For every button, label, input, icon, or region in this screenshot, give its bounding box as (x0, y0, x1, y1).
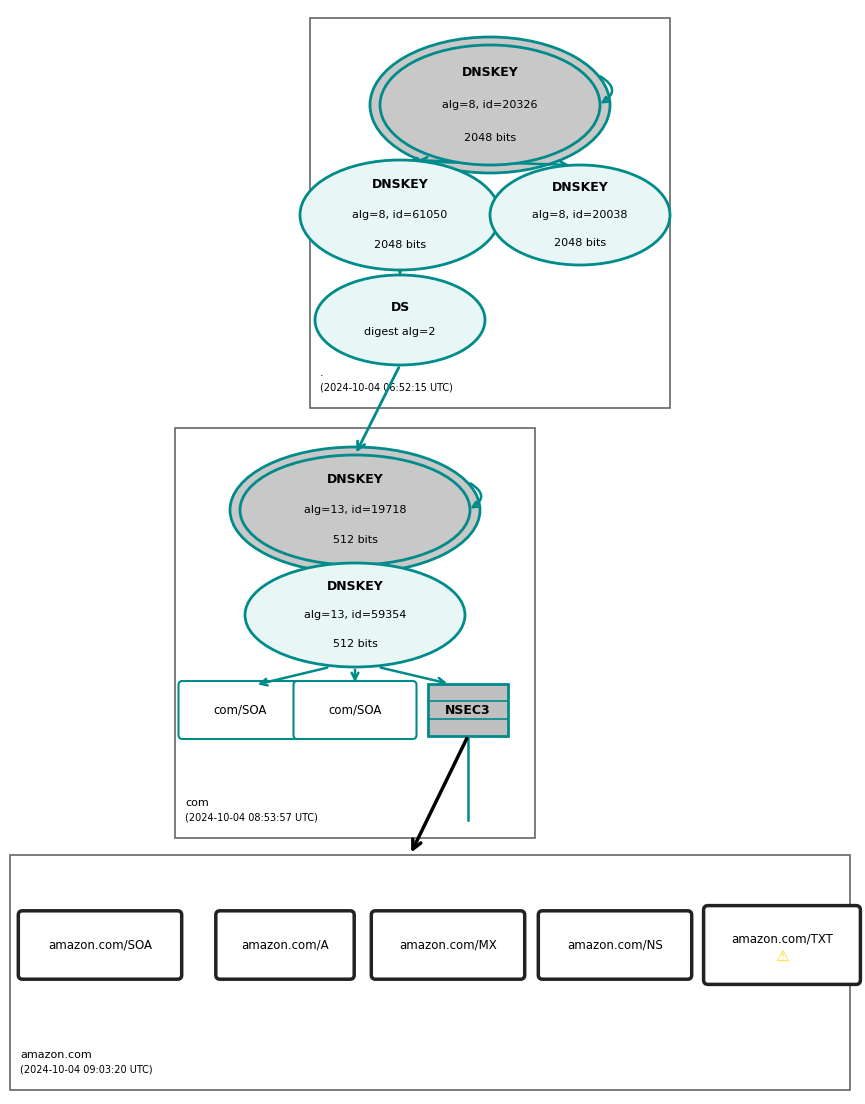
FancyBboxPatch shape (215, 911, 354, 979)
Ellipse shape (370, 38, 610, 173)
Text: com/SOA: com/SOA (329, 703, 381, 716)
Text: ⚠: ⚠ (775, 948, 789, 964)
Text: alg=8, id=61050: alg=8, id=61050 (352, 210, 447, 220)
Text: 2048 bits: 2048 bits (554, 237, 606, 247)
FancyBboxPatch shape (371, 911, 525, 979)
Text: (2024-10-04 09:03:20 UTC): (2024-10-04 09:03:20 UTC) (20, 1064, 152, 1074)
Text: amazon.com/SOA: amazon.com/SOA (48, 938, 152, 952)
Text: amazon.com/NS: amazon.com/NS (567, 938, 663, 952)
Text: amazon.com/MX: amazon.com/MX (399, 938, 497, 952)
Text: com/SOA: com/SOA (214, 703, 266, 716)
Text: com: com (185, 798, 208, 808)
Text: alg=8, id=20326: alg=8, id=20326 (442, 100, 538, 110)
FancyBboxPatch shape (703, 905, 861, 985)
FancyBboxPatch shape (175, 428, 535, 838)
Text: DNSKEY: DNSKEY (372, 178, 428, 191)
Text: 2048 bits: 2048 bits (374, 241, 426, 251)
Ellipse shape (230, 447, 480, 573)
Ellipse shape (315, 275, 485, 365)
Text: NSEC3: NSEC3 (445, 703, 490, 716)
Text: amazon.com: amazon.com (20, 1050, 92, 1060)
FancyBboxPatch shape (178, 681, 302, 739)
Text: amazon.com/TXT: amazon.com/TXT (731, 933, 833, 945)
Text: amazon.com/A: amazon.com/A (241, 938, 329, 952)
Text: 2048 bits: 2048 bits (464, 132, 516, 144)
Ellipse shape (240, 455, 470, 565)
Text: DNSKEY: DNSKEY (462, 65, 518, 78)
FancyBboxPatch shape (293, 681, 417, 739)
FancyBboxPatch shape (10, 854, 850, 1090)
Text: 512 bits: 512 bits (332, 535, 377, 545)
Text: (2024-10-04 08:53:57 UTC): (2024-10-04 08:53:57 UTC) (185, 813, 317, 822)
FancyBboxPatch shape (538, 911, 692, 979)
FancyBboxPatch shape (310, 18, 670, 408)
Text: DNSKEY: DNSKEY (327, 580, 383, 593)
Text: .: . (320, 368, 324, 378)
Text: DNSKEY: DNSKEY (552, 181, 608, 194)
Text: alg=13, id=19718: alg=13, id=19718 (304, 505, 407, 514)
Text: DS: DS (390, 301, 410, 315)
Text: alg=8, id=20038: alg=8, id=20038 (532, 210, 628, 220)
Ellipse shape (380, 45, 600, 164)
Text: digest alg=2: digest alg=2 (364, 328, 436, 338)
Ellipse shape (245, 563, 465, 667)
Ellipse shape (490, 164, 670, 265)
Text: (2024-10-04 06:52:15 UTC): (2024-10-04 06:52:15 UTC) (320, 382, 453, 392)
FancyBboxPatch shape (18, 911, 182, 979)
Ellipse shape (300, 160, 500, 270)
Text: 512 bits: 512 bits (332, 638, 377, 649)
FancyBboxPatch shape (428, 684, 508, 736)
Text: DNSKEY: DNSKEY (327, 474, 383, 486)
Text: alg=13, id=59354: alg=13, id=59354 (304, 611, 407, 620)
